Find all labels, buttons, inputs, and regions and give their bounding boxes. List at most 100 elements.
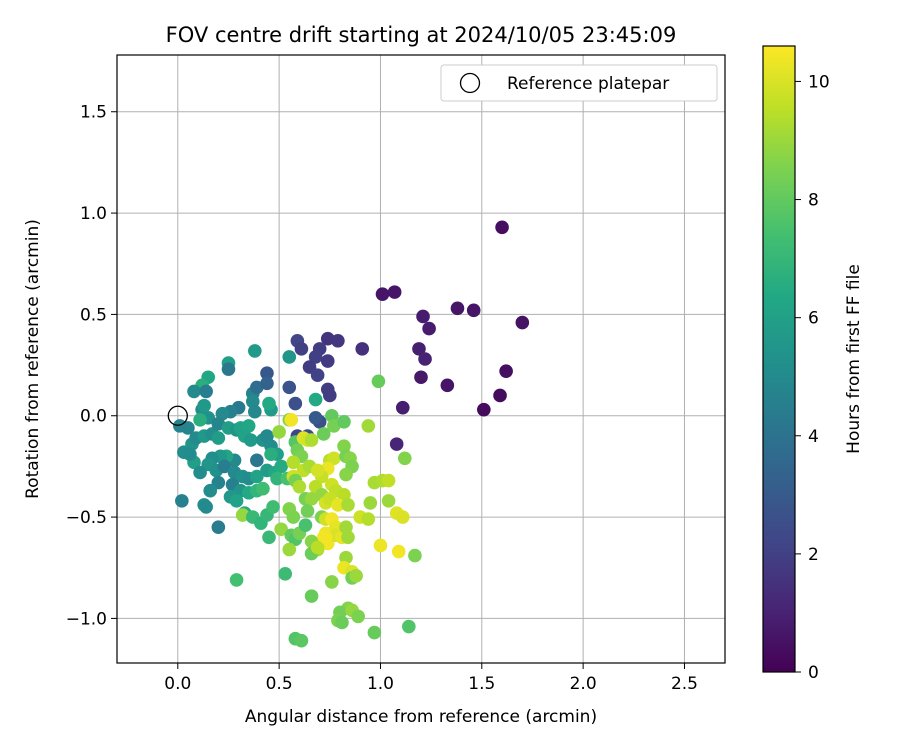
colorbar-tick-label: 4 — [808, 427, 819, 447]
y-tick-label: 0.0 — [80, 407, 107, 427]
data-point — [493, 388, 507, 403]
data-point — [339, 467, 353, 482]
data-point — [284, 413, 299, 427]
data-point — [298, 518, 313, 532]
data-point — [320, 354, 335, 368]
data-point — [264, 447, 278, 462]
data-point — [245, 394, 260, 409]
x-tick-label: 1.0 — [367, 674, 394, 694]
plot-frame — [116, 54, 726, 664]
data-point — [397, 451, 412, 466]
reference-marker-layer — [167, 405, 188, 426]
legend-reference-marker — [459, 72, 481, 94]
data-point — [203, 483, 218, 498]
y-tick-label: −1.0 — [66, 609, 107, 629]
data-point — [331, 333, 345, 348]
data-point — [341, 530, 355, 545]
data-point — [440, 378, 455, 393]
colorbar-label: Hours from first FF file — [844, 264, 864, 454]
data-point — [262, 396, 276, 411]
data-point — [308, 410, 323, 425]
data-point — [260, 376, 274, 391]
data-point — [304, 589, 319, 603]
data-point — [217, 459, 232, 474]
data-point — [466, 303, 481, 318]
colorbar-tick-label: 0 — [808, 663, 819, 683]
data-point — [335, 615, 349, 630]
data-point — [243, 433, 258, 447]
data-point — [310, 463, 325, 478]
data-point — [422, 321, 436, 336]
data-point — [229, 494, 244, 508]
data-point — [288, 396, 303, 411]
data-point — [193, 465, 207, 480]
y-tick-label: 0.5 — [80, 305, 107, 325]
data-point — [193, 413, 207, 427]
x-axis-label: Angular distance from reference (arcmin) — [245, 707, 597, 727]
data-point — [363, 496, 378, 510]
data-point — [341, 498, 355, 512]
data-point — [274, 459, 288, 474]
colorbar-tick-label: 6 — [808, 309, 819, 329]
data-point — [292, 479, 307, 494]
data-point — [235, 508, 250, 522]
colorbar-ticks: 0 2 4 6 8 10 — [795, 72, 830, 683]
data-point — [282, 542, 297, 557]
y-axis-ticks: −1.0 −0.5 0.0 0.5 1.0 1.5 — [66, 103, 117, 629]
data-point — [211, 520, 226, 535]
data-point — [361, 512, 376, 526]
data-point — [349, 569, 363, 583]
data-point — [310, 368, 325, 383]
data-point — [282, 380, 297, 395]
data-point — [375, 287, 390, 301]
data-point — [367, 625, 382, 640]
colorbar-gradient — [762, 45, 796, 673]
data-point — [418, 352, 432, 366]
data-point — [477, 402, 491, 417]
scatter-points — [173, 220, 530, 648]
data-point — [318, 530, 333, 545]
data-point — [274, 522, 288, 537]
y-tick-label: 1.5 — [80, 103, 107, 123]
data-point — [320, 331, 335, 346]
data-point — [337, 439, 351, 453]
data-point — [408, 548, 422, 563]
data-point — [304, 433, 319, 447]
y-tick-label: −0.5 — [66, 508, 107, 528]
data-point — [414, 370, 428, 385]
chart-title: FOV centre drift starting at 2024/10/05 … — [166, 23, 677, 47]
data-point — [389, 437, 404, 451]
data-point — [515, 315, 530, 330]
legend: Reference platepar — [440, 64, 718, 102]
data-point — [395, 510, 410, 524]
data-point — [250, 453, 264, 468]
data-point — [310, 540, 325, 555]
data-point — [316, 427, 331, 441]
data-point — [371, 374, 386, 389]
data-point — [325, 408, 339, 423]
data-point — [256, 481, 270, 496]
grid-lines — [117, 55, 725, 663]
data-point — [300, 504, 315, 518]
x-tick-label: 0.0 — [164, 674, 191, 694]
colorbar-tick-label: 8 — [808, 191, 819, 211]
data-point — [260, 366, 274, 380]
legend-box — [440, 64, 718, 102]
data-point — [278, 567, 293, 581]
x-tick-label: 2.0 — [570, 674, 597, 694]
data-point — [173, 419, 187, 433]
data-point — [339, 520, 353, 535]
x-tick-label: 1.5 — [468, 674, 495, 694]
colorbar-tick-label: 2 — [808, 545, 819, 565]
data-point — [327, 451, 341, 466]
data-point — [331, 498, 345, 512]
data-point — [175, 494, 189, 508]
data-point — [416, 309, 430, 324]
data-point — [395, 400, 410, 415]
data-point — [495, 220, 509, 235]
data-point — [272, 425, 286, 439]
data-point — [351, 609, 365, 624]
data-point — [402, 619, 416, 634]
data-point — [286, 510, 301, 524]
